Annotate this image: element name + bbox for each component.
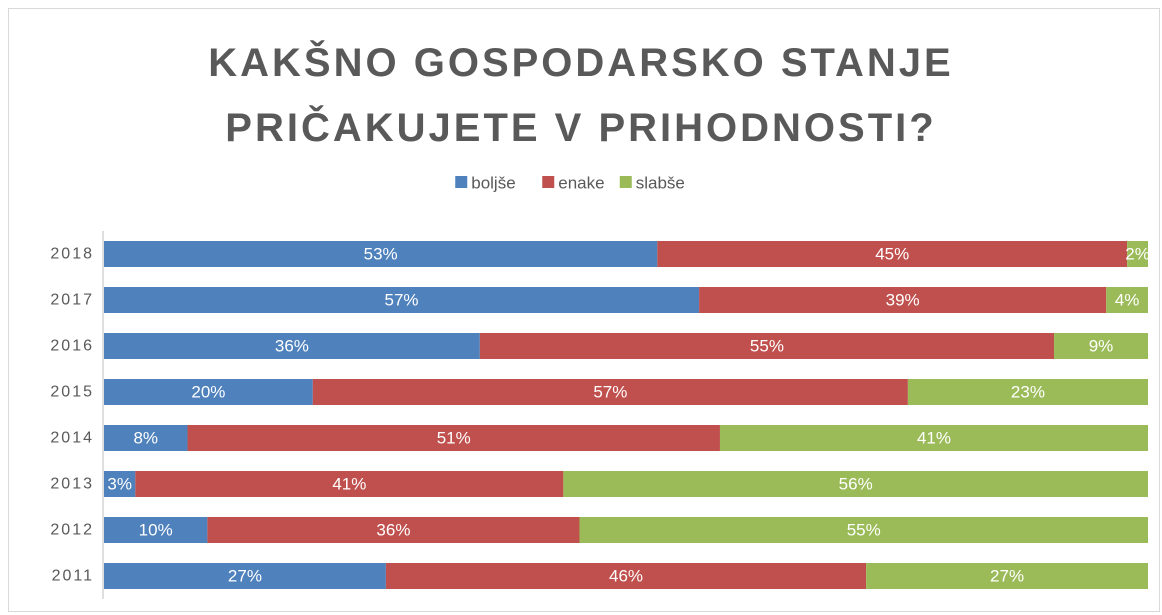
y-tick-label: 2012 — [50, 522, 94, 539]
bar-segment — [579, 517, 1148, 543]
data-label: 9% — [1089, 337, 1114, 356]
bar-segment — [1054, 333, 1148, 359]
data-label: 3% — [107, 475, 132, 494]
data-label: 36% — [376, 521, 410, 540]
chart-title: PRIČAKUJETE V PRIHODNOSTI? — [225, 104, 936, 150]
data-label: 57% — [593, 383, 627, 402]
legend-swatch — [619, 176, 632, 188]
bar-segment — [104, 241, 658, 267]
data-label: 56% — [839, 475, 873, 494]
bar-segment — [104, 563, 386, 589]
y-tick-label: 2015 — [50, 384, 94, 401]
bar-segment — [104, 471, 136, 497]
bar-segment — [104, 287, 700, 313]
data-label: 51% — [437, 429, 471, 448]
data-label: 41% — [332, 475, 366, 494]
bar-segment — [135, 471, 564, 497]
bar-segment — [312, 379, 908, 405]
bar-segment — [866, 563, 1148, 589]
y-tick-label: 2014 — [50, 430, 94, 447]
y-tick-label: 2017 — [50, 292, 94, 309]
bar-segment — [479, 333, 1055, 359]
legend-swatch — [542, 176, 555, 188]
data-label: 27% — [228, 567, 262, 586]
bar-segment — [1106, 287, 1148, 313]
bar-segment — [563, 471, 1148, 497]
data-label: 55% — [847, 521, 881, 540]
bar-segment — [104, 425, 188, 451]
data-label: 36% — [275, 337, 309, 356]
data-label: 20% — [191, 383, 225, 402]
data-label: 27% — [990, 567, 1024, 586]
chart-title: KAKŠNO GOSPODARSKO STANJE — [208, 39, 953, 85]
legend-label: boljše — [471, 174, 515, 193]
data-label: 53% — [364, 245, 398, 264]
y-tick-label: 2013 — [50, 476, 94, 493]
data-label: 41% — [917, 429, 951, 448]
bar-segment — [657, 241, 1128, 267]
bar-segment — [719, 425, 1148, 451]
bar-segment — [104, 333, 480, 359]
data-label: 46% — [609, 567, 643, 586]
bar-segment — [207, 517, 580, 543]
bar-segment — [907, 379, 1148, 405]
data-label: 45% — [875, 245, 909, 264]
legend-label: enake — [558, 174, 604, 193]
data-label: 57% — [385, 291, 419, 310]
y-tick-label: 2016 — [50, 338, 94, 355]
bar-segment — [104, 517, 208, 543]
bar-segment — [104, 379, 313, 405]
data-label: 23% — [1011, 383, 1045, 402]
data-label: 4% — [1115, 291, 1140, 310]
legend-swatch — [455, 176, 468, 188]
bar-segment — [1127, 241, 1148, 267]
y-tick-label: 2011 — [52, 568, 94, 585]
legend-label: slabše — [636, 174, 685, 193]
bar-segment — [385, 563, 867, 589]
bar-segment — [699, 287, 1107, 313]
y-tick-label: 2018 — [50, 246, 94, 263]
data-label: 10% — [139, 521, 173, 540]
data-label: 8% — [133, 429, 158, 448]
bar-segment — [187, 425, 720, 451]
data-label: 2% — [1125, 245, 1150, 264]
data-label: 55% — [750, 337, 784, 356]
data-label: 39% — [886, 291, 920, 310]
